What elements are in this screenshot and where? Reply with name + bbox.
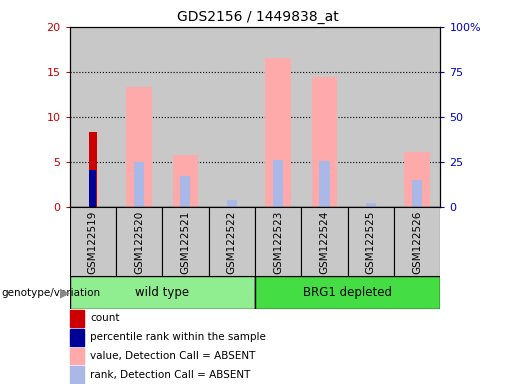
Bar — [301, 207, 348, 276]
Bar — [319, 161, 330, 207]
Text: GSM122520: GSM122520 — [134, 211, 144, 274]
Text: BRG1 depleted: BRG1 depleted — [303, 286, 392, 299]
Text: genotype/variation: genotype/variation — [1, 288, 100, 298]
Bar — [70, 207, 116, 276]
Text: percentile rank within the sample: percentile rank within the sample — [90, 332, 266, 342]
Bar — [162, 207, 209, 276]
Text: ▶: ▶ — [60, 286, 70, 299]
Bar — [70, 276, 255, 309]
Text: wild type: wild type — [135, 286, 190, 299]
Bar — [116, 207, 162, 276]
Text: count: count — [90, 313, 119, 323]
Bar — [348, 27, 394, 207]
Bar — [255, 207, 301, 276]
Text: GSM122525: GSM122525 — [366, 211, 376, 274]
Text: GSM122522: GSM122522 — [227, 211, 237, 274]
Text: value, Detection Call = ABSENT: value, Detection Call = ABSENT — [90, 351, 255, 361]
Bar — [394, 27, 440, 207]
Text: GSM122524: GSM122524 — [319, 211, 330, 274]
Text: GSM122523: GSM122523 — [273, 211, 283, 274]
Text: GDS2156 / 1449838_at: GDS2156 / 1449838_at — [177, 10, 338, 23]
Bar — [366, 203, 376, 207]
Bar — [173, 155, 198, 207]
Bar — [209, 207, 255, 276]
Bar — [126, 87, 152, 207]
Bar — [255, 276, 440, 309]
Bar — [348, 207, 394, 276]
Bar — [227, 200, 237, 207]
Bar — [70, 329, 84, 346]
Bar — [412, 180, 422, 207]
Bar — [312, 76, 337, 207]
Bar — [70, 310, 84, 327]
Bar — [209, 27, 255, 207]
Text: GSM122519: GSM122519 — [88, 211, 98, 274]
Text: GSM122526: GSM122526 — [412, 211, 422, 274]
Bar — [70, 27, 116, 207]
Bar — [162, 27, 209, 207]
Bar — [70, 348, 84, 364]
Bar — [394, 207, 440, 276]
Text: GSM122521: GSM122521 — [180, 211, 191, 274]
Bar — [301, 27, 348, 207]
Bar — [116, 27, 162, 207]
Bar — [70, 366, 84, 383]
Bar — [255, 27, 301, 207]
Bar — [404, 152, 430, 207]
Bar — [180, 176, 191, 207]
Bar — [273, 159, 283, 207]
Bar — [89, 132, 97, 207]
Bar — [265, 58, 291, 207]
Text: rank, Detection Call = ABSENT: rank, Detection Call = ABSENT — [90, 370, 250, 380]
Bar — [90, 170, 96, 207]
Bar — [134, 162, 144, 207]
